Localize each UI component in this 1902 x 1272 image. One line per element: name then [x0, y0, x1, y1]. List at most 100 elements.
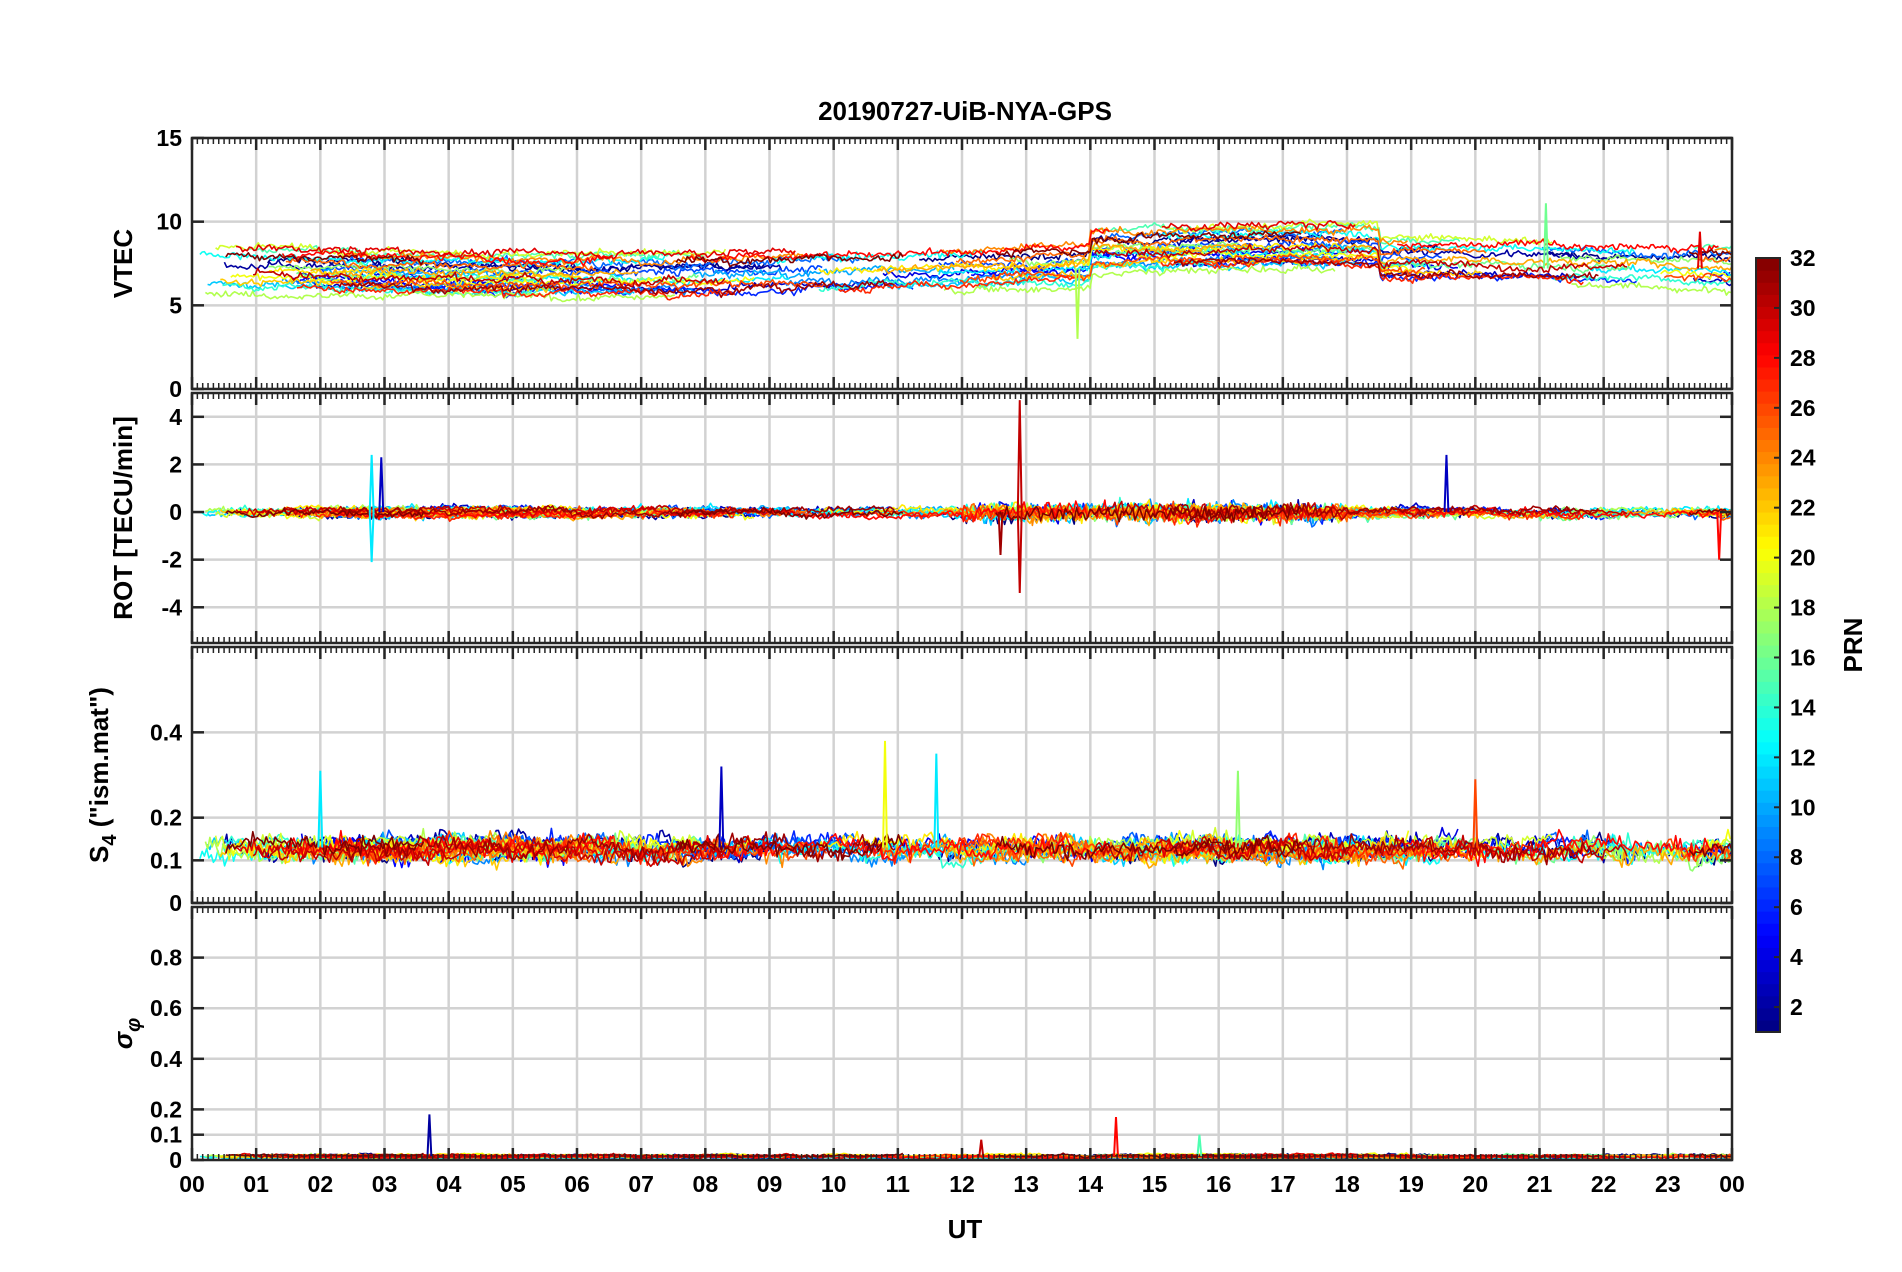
spike-prn-30 [978, 1139, 985, 1157]
colorbar-swatch [1756, 258, 1780, 271]
colorbar-swatch [1756, 487, 1780, 501]
spike-prn-29 [1696, 231, 1703, 269]
trace-prn-23 [1345, 840, 1732, 868]
colorbar-swatch [1756, 342, 1780, 356]
trace-prn-23 [1345, 243, 1732, 272]
trace-prn-28 [1396, 828, 1720, 867]
x-tick-label: 11 [886, 1171, 911, 1197]
x-ticks-rot [190, 393, 1734, 643]
trace-prn-27 [1160, 258, 1584, 286]
colorbar-swatch [1756, 693, 1780, 707]
trace-prn-26 [1663, 838, 1732, 863]
x-tick-label: 23 [1655, 1171, 1681, 1197]
colorbar-swatch [1756, 463, 1780, 477]
panel-sigma: 00.10.2 0.4 0.6 0.8 σφ [108, 905, 1734, 1173]
spike-prn-28 [1716, 512, 1723, 560]
trace-prn-26 [1663, 272, 1732, 283]
trace-prn-32 [1688, 843, 1732, 858]
x-ticks-sigma [190, 907, 1734, 1160]
trace-prn-32 [1688, 248, 1732, 257]
x-tick-label: 20 [1463, 1171, 1489, 1197]
colorbar-swatch [1756, 378, 1780, 392]
spike-prn-31 [997, 512, 1004, 555]
trace-prn-32 [675, 833, 904, 861]
y-tick-label: -2 [162, 547, 182, 573]
x-tick-label: 16 [1206, 1171, 1232, 1197]
x-tick-labels: 00 01 02 03 04 05 06 07 08 09 10 11 12 13 14 15 16 17 18 19… [179, 1171, 1745, 1197]
x-tick-label: 21 [1527, 1171, 1553, 1197]
colorbar-swatch [1756, 850, 1780, 864]
colorbar-swatch [1756, 415, 1780, 428]
colorbar-tick-label: 12 [1790, 744, 1816, 770]
colorbar-swatch [1756, 862, 1780, 876]
trace-prn-32 [994, 834, 1302, 862]
colorbar-swatch [1756, 741, 1780, 755]
x-tick-label: 10 [821, 1171, 847, 1197]
x-tick-label: 03 [372, 1171, 398, 1197]
colorbar-label: PRN [1838, 618, 1868, 673]
spike-prn-12 [368, 454, 375, 513]
trace-prn-32 [225, 830, 425, 857]
trace-prn-29 [235, 244, 796, 260]
y-tick-label: 0 [169, 1147, 182, 1173]
x-tick-label: 12 [949, 1171, 975, 1197]
y-tick-label: 0.4 [150, 719, 182, 745]
colorbar-swatch [1756, 536, 1780, 549]
series-rot [199, 400, 1732, 594]
colorbar-swatch [1756, 330, 1780, 344]
trace-prn-18 [943, 262, 1336, 296]
trace-prn-24 [941, 224, 1408, 255]
trace-prn-30 [252, 837, 726, 868]
x-tick-label: 07 [628, 1171, 654, 1197]
trace-prn-28 [687, 228, 1110, 264]
colorbar-tick-label: 14 [1790, 694, 1816, 720]
colorbar-swatch [1756, 608, 1780, 622]
spike-prn-3 [1443, 454, 1450, 513]
y-tick-label: 0.2 [150, 1096, 182, 1122]
trace-prn-23 [876, 242, 1253, 275]
colorbar-tick-label: 26 [1790, 395, 1816, 421]
colorbar-swatch [1756, 524, 1780, 537]
colorbar-swatch [1756, 814, 1780, 828]
x-tick-label: 00 [179, 1171, 205, 1197]
trace-prn-25 [285, 257, 596, 272]
trace-prn-20 [230, 272, 755, 287]
trace-prn-29 [1161, 220, 1356, 232]
x-ticks-vtec [190, 138, 1734, 389]
trace-prn-32 [995, 230, 1302, 259]
colorbar-swatch [1756, 306, 1780, 320]
colorbar-swatch [1756, 294, 1780, 307]
colorbar-swatch [1756, 645, 1780, 658]
x-tick-label: 17 [1270, 1171, 1296, 1197]
colorbar-swatch [1756, 874, 1780, 888]
colorbar-swatch [1756, 282, 1780, 295]
colorbar-swatch [1756, 705, 1780, 719]
x-tick-label: 02 [308, 1171, 334, 1197]
x-ticks-s4 [190, 647, 1734, 903]
y-tick-label: 0 [169, 499, 182, 525]
trace-prn-28 [1397, 238, 1719, 254]
colorbar-swatch [1756, 947, 1780, 961]
y-tick-label: 0.8 [150, 945, 182, 971]
x-tick-label: 08 [693, 1171, 719, 1197]
trace-prn-14 [222, 282, 551, 297]
spike-prn-30 [1016, 512, 1023, 594]
trace-prn-13 [1157, 229, 1635, 256]
colorbar-tick-label: 32 [1790, 245, 1816, 271]
trace-prn-32 [675, 506, 904, 520]
colorbar-swatch [1756, 826, 1780, 840]
y-tick-label: 0.2 [150, 805, 182, 831]
colorbar-swatch [1756, 548, 1780, 561]
y-tick-label: 5 [169, 292, 182, 318]
colorbar-swatch [1756, 572, 1780, 586]
trace-prn-17 [1008, 241, 1239, 267]
trace-prn-19 [1160, 826, 1553, 856]
panel-s4: 0 0.1 0.2 0.4 S4 ("ism.mat") [84, 645, 1734, 916]
colorbar-tick-label: 28 [1790, 345, 1816, 371]
colorbar-swatch [1756, 753, 1780, 767]
spike-prn-20 [882, 740, 888, 848]
chart-title: 20190727-UiB-NYA-GPS [818, 96, 1112, 126]
trace-prn-8 [326, 253, 860, 272]
colorbar-swatch [1756, 838, 1780, 852]
